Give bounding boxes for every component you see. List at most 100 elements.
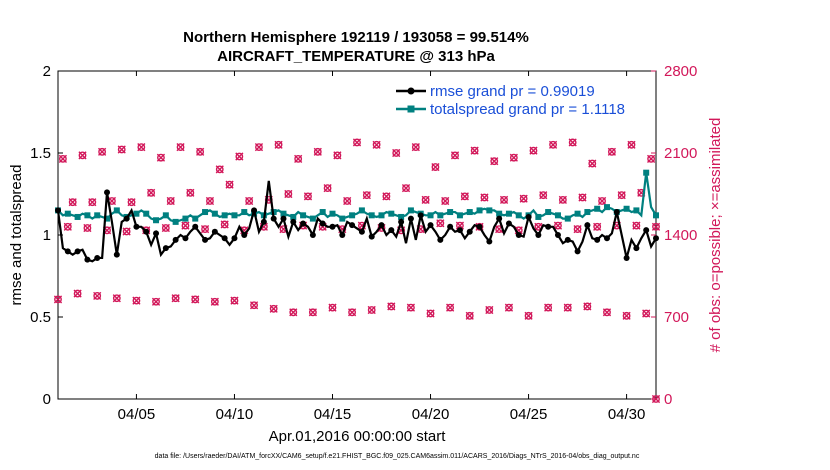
- totalspread-point: [476, 207, 483, 214]
- obs-point: [406, 303, 416, 312]
- totalspread-point: [594, 205, 601, 212]
- rmse-point: [505, 220, 512, 227]
- obs-point: [401, 184, 411, 193]
- x-tick-label: 04/15: [314, 406, 352, 423]
- rmse-point: [162, 245, 169, 252]
- rmse-point: [545, 223, 552, 230]
- rmse-point: [554, 232, 561, 238]
- rmse-point: [319, 220, 326, 227]
- obs-point: [421, 195, 430, 204]
- rmse-point: [476, 223, 483, 230]
- rmse-point: [143, 228, 150, 235]
- rmse-point: [241, 232, 248, 238]
- obs-point: [460, 192, 469, 201]
- obs-point: [313, 147, 322, 156]
- totalspread-point: [74, 213, 81, 220]
- y-left-tick-label: 1.5: [30, 145, 51, 162]
- totalspread-point: [231, 212, 238, 219]
- rmse-point: [202, 236, 209, 243]
- totalspread-point: [113, 207, 120, 214]
- x-tick-label: 04/30: [608, 406, 646, 423]
- chart-title-line2: AIRCRAFT_TEMPERATURE @ 313 hPa: [217, 48, 495, 65]
- totalspread-point: [94, 212, 101, 219]
- totalspread-point: [368, 212, 375, 219]
- y-right-tick-label: 1400: [664, 227, 697, 244]
- totalspread-point: [456, 212, 463, 219]
- obs-point: [485, 305, 494, 315]
- obs-point: [392, 148, 401, 158]
- rmse-point: [329, 223, 336, 230]
- legend-spread-label: totalspread grand pr = 1.1118: [430, 101, 625, 118]
- totalspread-point: [545, 209, 552, 216]
- obs-point: [230, 296, 239, 305]
- obs-point: [548, 140, 558, 149]
- rmse-point: [427, 222, 434, 229]
- obs-point: [303, 192, 313, 201]
- totalspread-point: [339, 215, 346, 222]
- obs-point: [235, 152, 244, 161]
- totalspread-point: [202, 209, 209, 216]
- rmse-point: [221, 235, 228, 242]
- totalspread-point: [603, 204, 610, 211]
- rmse-point: [270, 215, 277, 222]
- rmse-point: [260, 218, 267, 225]
- totalspread-point: [496, 210, 503, 217]
- rmse-point: [309, 232, 316, 238]
- obs-point: [205, 196, 215, 206]
- totalspread-point: [466, 209, 473, 216]
- obs-point: [78, 151, 87, 160]
- obs-point: [622, 311, 631, 320]
- obs-point: [225, 180, 234, 189]
- totalspread-point: [309, 215, 316, 222]
- rmse-point: [368, 233, 375, 240]
- obs-point: [387, 302, 396, 311]
- rmse-point: [182, 235, 189, 242]
- rmse-point: [594, 236, 601, 243]
- rmse-point: [584, 222, 591, 229]
- rmse-point: [496, 215, 503, 222]
- totalspread-point: [437, 212, 444, 219]
- obs-point: [200, 225, 210, 234]
- rmse-point: [104, 189, 111, 196]
- obs-point: [450, 151, 460, 160]
- obs-point: [68, 198, 77, 207]
- totalspread-point: [388, 210, 395, 217]
- obs-point: [544, 303, 553, 312]
- rmse-point: [388, 227, 395, 234]
- obs-point: [465, 311, 474, 320]
- totalspread-point: [653, 212, 659, 219]
- obs-point: [499, 195, 509, 204]
- obs-point: [529, 146, 538, 155]
- obs-point: [161, 223, 170, 233]
- data-file-footer: data file: /Users/raeder/DAI/ATM_forcXX/…: [155, 453, 640, 460]
- rmse-point: [535, 232, 542, 238]
- totalspread-point: [162, 212, 169, 219]
- obs-point: [156, 153, 166, 162]
- rmse-point: [525, 213, 532, 220]
- obs-point: [367, 305, 376, 315]
- y-right-tick-label: 2800: [664, 63, 697, 80]
- obs-point: [294, 154, 303, 163]
- rmse-point: [515, 232, 522, 238]
- obs-point: [220, 220, 229, 229]
- obs-point: [627, 140, 636, 149]
- obs-point: [553, 221, 563, 230]
- obs-point: [411, 143, 420, 152]
- legend-rmse-marker: [407, 87, 415, 95]
- obs-point: [181, 221, 190, 230]
- obs-point: [647, 154, 656, 163]
- rmse-point: [211, 228, 218, 235]
- x-tick-label: 04/10: [216, 406, 254, 423]
- totalspread-point: [280, 210, 287, 217]
- obs-point: [372, 140, 381, 149]
- obs-point: [333, 151, 342, 160]
- rmse-point: [290, 218, 297, 225]
- totalspread-point: [447, 209, 454, 216]
- totalspread-point: [358, 207, 365, 214]
- obs-point: [573, 225, 582, 234]
- totalspread-point: [192, 215, 199, 222]
- obs-point: [431, 162, 440, 172]
- obs-point: [58, 154, 67, 163]
- obs-point: [323, 184, 332, 193]
- totalspread-point: [486, 207, 493, 214]
